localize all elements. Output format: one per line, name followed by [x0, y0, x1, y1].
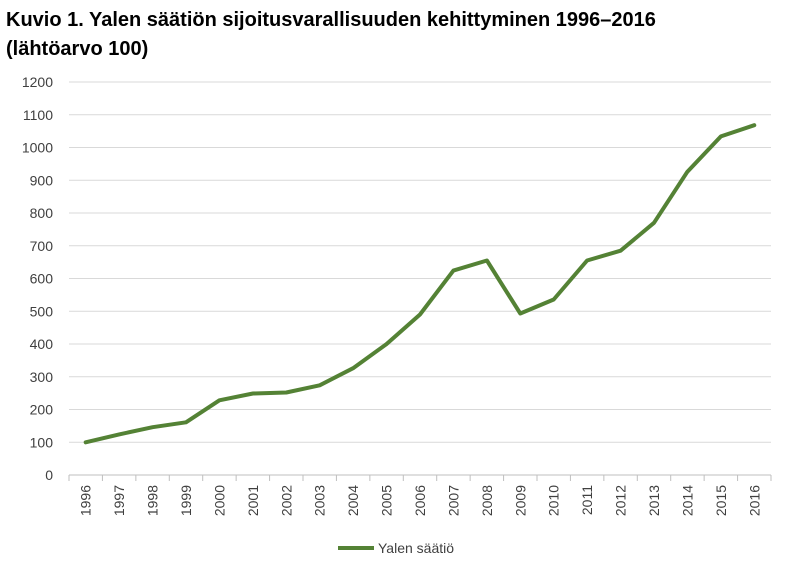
- x-axis-tick-labels: 1996 1997 1998 1999 2000 2001 2002 2003 2004 2005…: [78, 485, 763, 516]
- x-tick-label: 2000: [211, 485, 227, 516]
- chart-subtitle: (lähtöarvo 100): [6, 38, 149, 60]
- x-tick-label: 2005: [379, 485, 395, 516]
- y-tick-label: 700: [30, 238, 54, 254]
- x-tick-label: 2009: [512, 485, 528, 516]
- legend-label: Yalen säätiö: [378, 540, 454, 556]
- y-tick-label: 800: [30, 205, 54, 221]
- series-line: [83, 123, 757, 445]
- y-tick-label: 500: [30, 303, 54, 319]
- gridlines: [69, 81, 771, 443]
- x-tick-label: 2016: [746, 485, 762, 516]
- y-tick-label: 900: [30, 172, 54, 188]
- y-tick-label: 1200: [22, 74, 53, 90]
- x-tick-label: 2010: [546, 485, 562, 516]
- y-tick-label: 600: [30, 271, 54, 287]
- x-tick-label: 2008: [479, 485, 495, 516]
- x-tick-label: 2006: [412, 485, 428, 516]
- y-tick-label: 0: [45, 467, 53, 483]
- x-tick-label: 1998: [145, 485, 161, 516]
- x-tick-label: 2012: [613, 485, 629, 516]
- chart-title-line: Kuvio 1. Yalen säätiön sijoitusvarallisu…: [6, 9, 656, 31]
- y-tick-label: 400: [30, 336, 54, 352]
- legend: Yalen säätiö: [338, 540, 454, 556]
- x-tick-label: 2001: [245, 485, 261, 516]
- x-tick-label: 2015: [713, 485, 729, 516]
- x-axis: [68, 474, 772, 481]
- y-tick-label: 100: [30, 434, 54, 450]
- y-tick-label: 300: [30, 369, 54, 385]
- x-tick-label: 2014: [679, 485, 695, 516]
- y-tick-label: 1100: [23, 107, 53, 123]
- x-tick-label: 2004: [345, 485, 361, 516]
- x-tick-label: 2011: [579, 485, 595, 515]
- series-lines: [83, 123, 757, 445]
- x-tick-label: 1997: [111, 485, 127, 516]
- chart-title: Kuvio 1. Yalen säätiön sijoitusvarallisu…: [6, 6, 776, 64]
- x-tick-label: 1996: [78, 485, 94, 516]
- x-tick-label: 2002: [278, 485, 294, 516]
- y-tick-label: 1000: [22, 140, 53, 156]
- y-tick-label: 200: [30, 402, 54, 418]
- x-tick-label: 2003: [312, 485, 328, 516]
- x-tick-label: 2013: [646, 485, 662, 516]
- y-axis-tick-labels: 0 100 200 300 400 500 600 700 800 900 1000 1100 1200: [22, 74, 53, 483]
- x-tick-label: 2007: [445, 485, 461, 516]
- x-tick-label: 1999: [178, 485, 194, 516]
